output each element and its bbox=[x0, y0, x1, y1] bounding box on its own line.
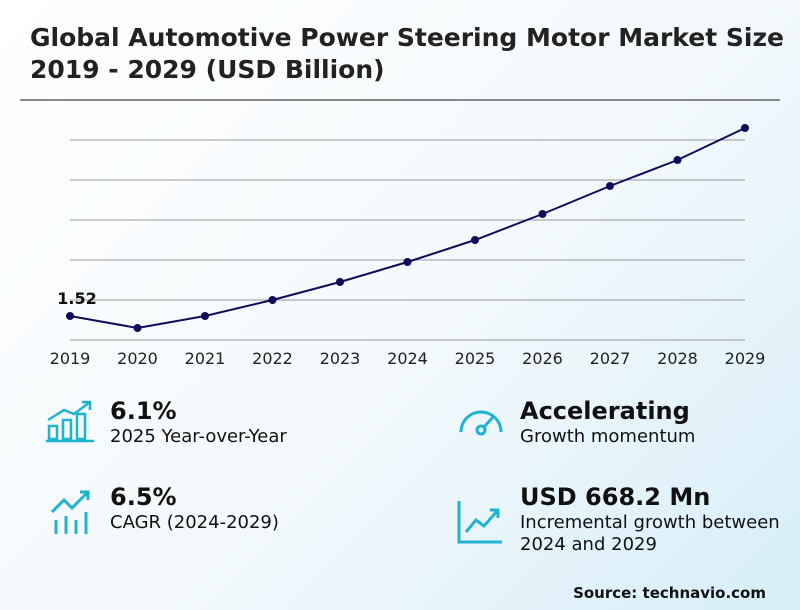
stat: Accelerating Growth momentum bbox=[520, 396, 695, 448]
point bbox=[606, 182, 614, 190]
x-tick-label: 2022 bbox=[252, 349, 293, 368]
growth-icon bbox=[457, 501, 502, 544]
stat: USD 668.2 Mn Incremental growth between 2… bbox=[520, 482, 780, 556]
point bbox=[538, 210, 547, 218]
x-tick-label: 2028 bbox=[657, 349, 698, 368]
stat-value: 6.5% bbox=[110, 483, 177, 511]
point bbox=[471, 236, 479, 244]
stat-value: 6.1% bbox=[110, 397, 177, 425]
line bbox=[69, 127, 746, 330]
stat: 6.5% CAGR (2024-2029) bbox=[110, 482, 279, 534]
stat-label: CAGR (2024-2029) bbox=[110, 512, 279, 533]
stat-value: Accelerating bbox=[520, 397, 690, 425]
source: Source: technavio.com bbox=[573, 584, 766, 602]
gauge-icon bbox=[459, 410, 503, 436]
stat-label: Incremental growth between 2024 and 2029 bbox=[520, 512, 780, 555]
stat: 6.1% 2025 Year-over-Year bbox=[110, 396, 287, 448]
stat-label: 2025 Year-over-Year bbox=[110, 426, 287, 447]
point bbox=[673, 156, 682, 164]
point bbox=[741, 124, 749, 132]
point bbox=[336, 278, 344, 286]
x-tick-label: 2019 bbox=[50, 349, 91, 368]
x-tick-label: 2023 bbox=[320, 349, 361, 368]
point bbox=[403, 258, 412, 266]
x-tick-label: 2020 bbox=[117, 349, 158, 368]
point bbox=[268, 296, 277, 304]
x-tick-label: 2021 bbox=[185, 349, 226, 368]
divider bbox=[20, 99, 780, 101]
point bbox=[133, 324, 142, 332]
x-tick-label: 2027 bbox=[590, 349, 631, 368]
stat-value: USD 668.2 Mn bbox=[520, 483, 711, 511]
point bbox=[66, 312, 74, 320]
x-tick-label: 2026 bbox=[522, 349, 563, 368]
chart-title: Global Automotive Power Steering Motor M… bbox=[30, 23, 784, 84]
x-tick-label: 2029 bbox=[725, 349, 766, 368]
chart: 2019 2020 2021 2022 2023 2024 2025 2026 2027 2028… bbox=[50, 124, 766, 368]
x-tick-label: 2024 bbox=[387, 349, 428, 368]
x-tick-label: 2025 bbox=[455, 349, 496, 368]
trend-icon bbox=[50, 490, 90, 534]
data-label: 1.52 bbox=[57, 289, 96, 308]
point bbox=[201, 312, 209, 320]
stat-label: Growth momentum bbox=[520, 426, 696, 447]
bar-icon bbox=[46, 400, 94, 443]
